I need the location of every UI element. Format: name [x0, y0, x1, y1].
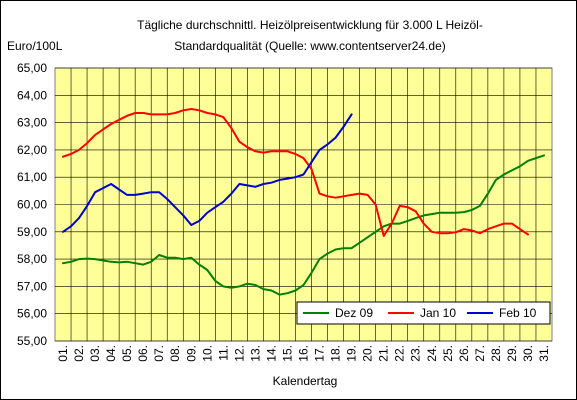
y-axis-tick-labels: 55,00 56,00 57,00 58,00 59,00 60,00 61,00 62,00…: [17, 61, 47, 348]
x-tick-label: 06.: [136, 345, 150, 362]
y-tick-label: 61,00: [17, 170, 47, 184]
x-tick-label: 26.: [457, 345, 471, 362]
x-tick-label: 24.: [425, 345, 439, 362]
y-tick-label: 56,00: [17, 307, 47, 321]
series-line-dez-09: [62, 154, 545, 296]
y-tick-label: 62,00: [17, 143, 47, 157]
legend-label: Feb 10: [499, 306, 537, 320]
x-tick-label: 29.: [505, 345, 519, 362]
x-tick-label: 13.: [248, 345, 262, 362]
y-tick-label: 58,00: [17, 252, 47, 266]
x-tick-label: 03.: [88, 345, 102, 362]
y-tick-label: 59,00: [17, 225, 47, 239]
y-tick-label: 65,00: [17, 61, 47, 75]
x-tick-label: 18.: [329, 345, 343, 362]
x-tick-label: 20.: [361, 345, 375, 362]
x-tick-label: 05.: [120, 345, 134, 362]
x-axis-label: Kalendertag: [272, 374, 338, 388]
x-tick-label: 30.: [521, 345, 535, 362]
x-tick-label: 02.: [72, 345, 86, 362]
x-tick-label: 14.: [264, 345, 278, 362]
legend-box: [296, 301, 551, 325]
series-lines: [62, 108, 545, 296]
x-tick-label: 21.: [377, 345, 391, 362]
x-tick-label: 08.: [168, 345, 182, 362]
y-axis-unit-label: Euro/100L: [7, 39, 63, 53]
x-tick-label: 11.: [216, 345, 230, 361]
x-tick-label: 04.: [104, 345, 118, 362]
chart-title-line-1: Tägliche durchschnittl. Heizölpreisentwi…: [137, 18, 483, 32]
legend: Dez 09 Jan 10 Feb 10: [296, 301, 551, 325]
chart-title-line-2: Standardqualität (Quelle: www.contentser…: [174, 39, 446, 53]
x-axis-tick-labels: 01. 02. 03. 04. 05. 06. 07. 08. 09. 10. 11. 12. 13. 1…: [56, 345, 551, 362]
legend-label: Jan 10: [420, 306, 456, 320]
x-tick-label: 15.: [280, 345, 294, 362]
x-tick-label: 01.: [56, 345, 70, 362]
x-tick-label: 19.: [345, 345, 359, 362]
y-tick-label: 55,00: [17, 334, 47, 348]
x-tick-label: 10.: [200, 345, 214, 362]
x-tick-label: 25.: [441, 345, 455, 362]
x-tick-label: 31.: [537, 345, 551, 362]
legend-label: Dez 09: [335, 306, 373, 320]
series-line-jan-10: [62, 108, 529, 237]
x-tick-label: 09.: [184, 345, 198, 362]
y-tick-label: 63,00: [17, 116, 47, 130]
x-tick-label: 17.: [313, 345, 327, 362]
y-tick-label: 60,00: [17, 198, 47, 212]
series-line-feb-10: [62, 113, 353, 233]
x-tick-label: 27.: [473, 345, 487, 362]
x-tick-label: 22.: [393, 345, 407, 362]
x-tick-label: 28.: [489, 345, 503, 362]
y-tick-label: 57,00: [17, 279, 47, 293]
x-tick-label: 07.: [152, 345, 166, 362]
x-tick-label: 12.: [232, 345, 246, 362]
x-tick-label: 23.: [409, 345, 423, 362]
x-tick-label: 16.: [297, 345, 311, 362]
y-tick-label: 64,00: [17, 88, 47, 102]
